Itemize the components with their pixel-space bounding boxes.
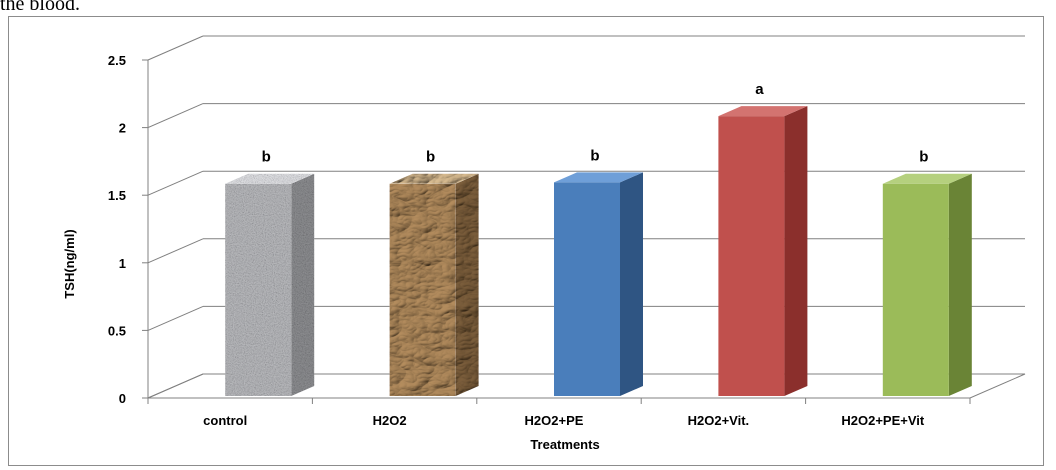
chart-frame: [8, 16, 1044, 466]
significance-letter: b: [262, 149, 271, 166]
bar-top: [554, 172, 643, 183]
bar-side: [291, 173, 315, 396]
bar-top: [882, 173, 972, 184]
y-tick-label: 0.5: [108, 323, 126, 338]
bar-h2o2-pe-vit: [882, 173, 972, 396]
y-tick-label: 1.5: [108, 188, 126, 203]
axes: [142, 59, 971, 404]
bar-top: [225, 173, 315, 184]
significance-letter: b: [590, 147, 599, 164]
x-axis-title: Treatments: [530, 437, 599, 452]
bar-h2o2-vit-: [718, 106, 808, 397]
bar-front: [554, 182, 620, 396]
y-tick-label: 1: [119, 256, 126, 271]
bar-side: [620, 172, 643, 396]
bar-top: [718, 106, 808, 117]
gridline-side: [147, 103, 204, 129]
x-tick-label: H2O2+PE+Vit: [841, 413, 925, 428]
header-text: the blood.: [0, 0, 80, 15]
gridline-side: [147, 238, 204, 264]
x-tick-label: H2O2: [373, 413, 407, 428]
bar-front: [389, 183, 456, 396]
gridline-side: [147, 35, 204, 61]
gridline-side: [147, 170, 204, 196]
y-tick-label: 0: [119, 391, 126, 406]
y-tick-label: 2.5: [108, 53, 126, 68]
bar-front: [225, 183, 292, 396]
significance-letter: b: [919, 149, 928, 166]
x-tick-label: H2O2+Vit.: [688, 413, 750, 428]
bar-side: [784, 106, 808, 397]
y-tick-label: 2: [119, 121, 126, 136]
significance-letter: a: [755, 81, 764, 98]
labels: 0 0.5 1 1.5 2 2.5 b control b H2O2 b H2O2+PE a H2O2+V…: [108, 53, 928, 428]
significance-letter: b: [426, 149, 435, 166]
bar-side: [948, 173, 972, 396]
bar-h2o2-pe: [554, 172, 643, 396]
bar-control: [225, 173, 315, 396]
x-tick-label: control: [203, 413, 247, 428]
bar-front: [882, 183, 949, 396]
y-axis-title: TSH(ng/ml): [62, 229, 77, 298]
bar-front: [718, 116, 785, 397]
gridline-side: [147, 373, 204, 399]
bar-side: [455, 173, 479, 396]
gridline-side: [147, 305, 204, 331]
x-tick-label: H2O2+PE: [525, 413, 584, 428]
bar-top: [389, 173, 479, 184]
bar-h2o2: [389, 173, 479, 396]
bars: [225, 106, 972, 397]
